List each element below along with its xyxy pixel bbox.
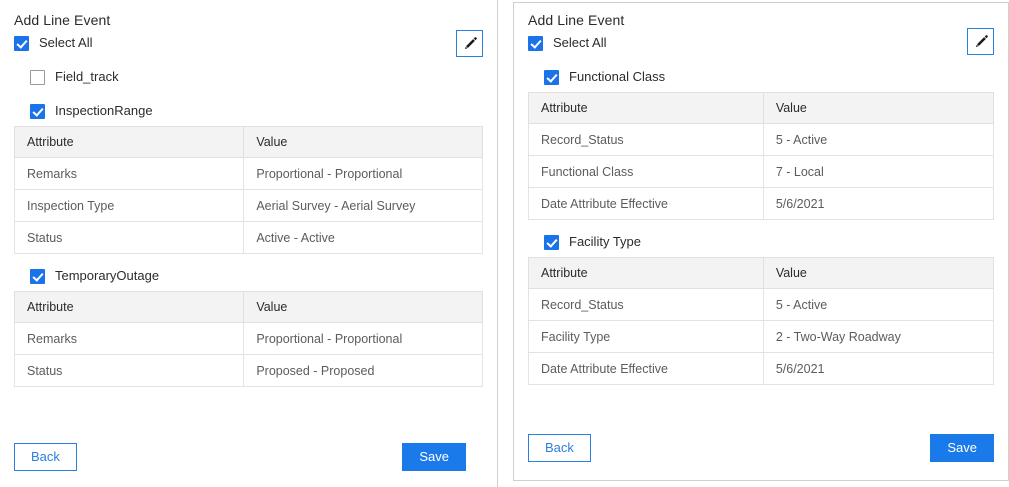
- table-header-row: Attribute Value: [528, 257, 995, 289]
- cell-value: Proportional - Proportional: [243, 157, 483, 190]
- spacer: [14, 85, 483, 103]
- table-header-row: Attribute Value: [13, 291, 483, 323]
- back-button[interactable]: Back: [528, 434, 591, 462]
- table-header-row: Attribute Value: [528, 92, 995, 124]
- group-checkbox-temporaryoutage[interactable]: [30, 268, 45, 284]
- group-checkbox-functional-class[interactable]: [544, 69, 559, 85]
- table-row: Facility Type 2 - Two-Way Roadway: [528, 320, 995, 353]
- spacer: [528, 220, 994, 234]
- save-button[interactable]: Save: [930, 434, 994, 462]
- select-all-checkbox-row[interactable]: Select All: [528, 35, 994, 51]
- table-row: Remarks Proportional - Proportional: [13, 157, 483, 190]
- column-header-attribute: Attribute: [528, 92, 764, 124]
- cell-attribute: Date Attribute Effective: [528, 187, 764, 220]
- column-header-attribute: Attribute: [13, 126, 245, 158]
- group-checkbox-row-functional-class[interactable]: Functional Class: [528, 69, 994, 85]
- panel-right-footer: Back Save: [514, 422, 1008, 480]
- pencil-icon: [462, 36, 478, 52]
- group-checkbox-row-temporaryoutage[interactable]: TemporaryOutage: [14, 268, 483, 284]
- column-header-value: Value: [243, 126, 483, 158]
- table-row: Status Active - Active: [13, 221, 483, 254]
- add-line-event-panel-left: Add Line Event Select All Field_track: [0, 0, 498, 487]
- cell-attribute: Remarks: [13, 157, 245, 190]
- cell-attribute: Status: [13, 354, 245, 387]
- group-checkbox-row-inspectionrange[interactable]: InspectionRange: [14, 103, 483, 119]
- group-checkbox-row-facility-type[interactable]: Facility Type: [528, 234, 994, 250]
- column-header-value: Value: [243, 291, 483, 323]
- cell-value: Aerial Survey - Aerial Survey: [243, 189, 483, 222]
- column-header-attribute: Attribute: [528, 257, 764, 289]
- spacer: [14, 254, 483, 268]
- group-label-field-track: Field_track: [55, 69, 119, 84]
- group-label-inspectionrange: InspectionRange: [55, 103, 153, 118]
- group-checkbox-row-field-track[interactable]: Field_track: [14, 69, 483, 85]
- select-all-label: Select All: [553, 35, 607, 50]
- pencil-icon: [973, 34, 989, 50]
- select-all-checkbox[interactable]: [528, 35, 543, 51]
- select-all-label: Select All: [39, 35, 93, 50]
- cell-value: 2 - Two-Way Roadway: [762, 320, 995, 353]
- cell-attribute: Record_Status: [528, 288, 764, 321]
- cell-value: 5 - Active: [762, 288, 995, 321]
- spacer: [528, 51, 994, 69]
- attribute-table-functional-class: Attribute Value Record_Status 5 - Active…: [528, 92, 995, 220]
- cell-value: 5/6/2021: [762, 187, 995, 220]
- cell-attribute: Functional Class: [528, 155, 764, 188]
- cell-value: 7 - Local: [762, 155, 995, 188]
- group-label-functional-class: Functional Class: [569, 69, 666, 84]
- panel-left-footer: Back Save: [0, 431, 497, 487]
- page-title: Add Line Event: [528, 12, 625, 28]
- column-header-value: Value: [762, 92, 995, 124]
- table-row: Inspection Type Aerial Survey - Aerial S…: [13, 189, 483, 222]
- back-button[interactable]: Back: [14, 443, 77, 471]
- table-row: Remarks Proportional - Proportional: [13, 322, 483, 355]
- attribute-table-temporaryoutage: Attribute Value Remarks Proportional - P…: [13, 291, 483, 387]
- edit-pencil-button[interactable]: [967, 28, 994, 55]
- column-header-attribute: Attribute: [13, 291, 245, 323]
- table-row: Date Attribute Effective 5/6/2021: [528, 187, 995, 220]
- cell-attribute: Record_Status: [528, 123, 764, 156]
- group-label-temporaryoutage: TemporaryOutage: [55, 268, 160, 283]
- table-row: Functional Class 7 - Local: [528, 155, 995, 188]
- panel-right-body: Add Line Event Select All Functional Cla…: [514, 3, 1008, 422]
- cell-attribute: Inspection Type: [13, 189, 245, 222]
- cell-value: Proposed - Proposed: [243, 354, 483, 387]
- spacer: [14, 51, 483, 69]
- select-all-checkbox[interactable]: [14, 35, 29, 51]
- table-row: Record_Status 5 - Active: [528, 288, 995, 321]
- edit-pencil-button[interactable]: [456, 30, 483, 57]
- cell-attribute: Facility Type: [528, 320, 764, 353]
- panel-left-body: Add Line Event Select All Field_track: [0, 0, 497, 431]
- table-header-row: Attribute Value: [13, 126, 483, 158]
- cell-value: 5 - Active: [762, 123, 995, 156]
- cell-attribute: Remarks: [13, 322, 245, 355]
- cell-attribute: Status: [13, 221, 245, 254]
- select-all-checkbox-row[interactable]: Select All: [14, 35, 483, 51]
- attribute-table-inspectionrange: Attribute Value Remarks Proportional - P…: [13, 126, 483, 254]
- column-header-value: Value: [762, 257, 995, 289]
- cell-attribute: Date Attribute Effective: [528, 352, 764, 385]
- save-button[interactable]: Save: [402, 443, 466, 471]
- table-row: Record_Status 5 - Active: [528, 123, 995, 156]
- attribute-table-facility-type: Attribute Value Record_Status 5 - Active…: [528, 257, 995, 385]
- cell-value: 5/6/2021: [762, 352, 995, 385]
- table-row: Status Proposed - Proposed: [13, 354, 483, 387]
- group-checkbox-field-track[interactable]: [30, 69, 45, 85]
- panel-gap: [498, 0, 513, 487]
- add-line-event-panel-right: Add Line Event Select All Functional Cla…: [513, 2, 1009, 481]
- cell-value: Active - Active: [243, 221, 483, 254]
- table-row: Date Attribute Effective 5/6/2021: [528, 352, 995, 385]
- page-title: Add Line Event: [14, 12, 111, 28]
- cell-value: Proportional - Proportional: [243, 322, 483, 355]
- group-label-facility-type: Facility Type: [569, 234, 642, 249]
- group-checkbox-inspectionrange[interactable]: [30, 103, 45, 119]
- group-checkbox-facility-type[interactable]: [544, 234, 559, 250]
